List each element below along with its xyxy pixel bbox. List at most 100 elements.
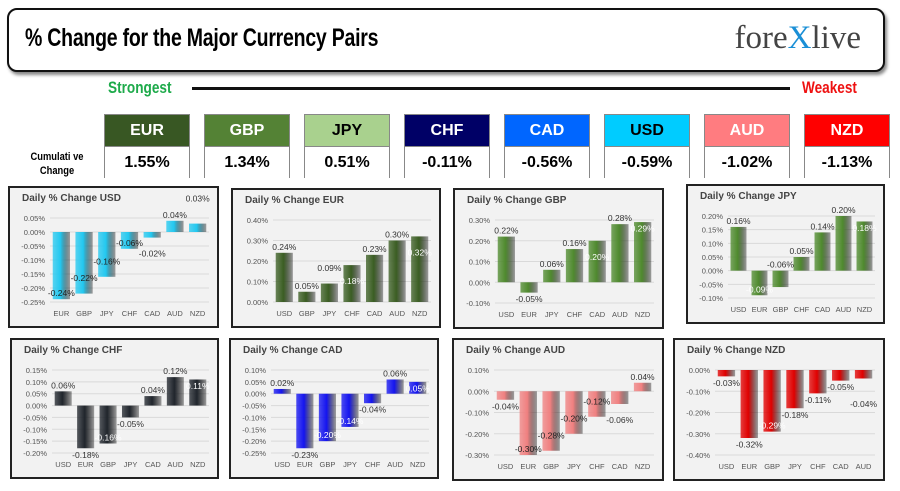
y-tick-label: 0.05% <box>245 378 267 387</box>
data-label: -0.18% <box>72 450 99 460</box>
y-tick-label: 0.05% <box>26 390 48 399</box>
bar-gbp <box>298 291 316 302</box>
data-label: 0.03% <box>186 194 211 204</box>
chart-aud: -0.30% -0.20% -0.10% 0.00% 0.10% USD EUR GBP JPY… <box>452 338 664 481</box>
data-label: 0.28% <box>608 213 633 223</box>
chart-jpy: -0.10% -0.05% 0.00% 0.05% 0.10% 0.15% 0.20% USD… <box>686 184 885 324</box>
y-tick-label: 0.00% <box>702 267 724 276</box>
data-label: 0.04% <box>141 385 166 395</box>
data-label: -0.22% <box>71 273 98 283</box>
data-label: 0.14% <box>810 221 835 231</box>
data-label: 0.18% <box>852 223 877 233</box>
bar-chf <box>363 393 382 404</box>
bar-usd <box>275 252 293 302</box>
bar-gbp <box>772 270 789 288</box>
chart-plot: -0.25% -0.20% -0.15% -0.10% -0.05% 0.00% 0.05%… <box>21 194 211 318</box>
data-label: 0.06% <box>383 368 408 378</box>
currency-code: JPY <box>305 115 389 147</box>
bar-chf <box>793 257 810 271</box>
x-tick-label: CHF <box>567 310 583 319</box>
y-tick-label: 0.00% <box>26 402 48 411</box>
strength-scale-line <box>192 87 790 90</box>
data-label: 0.09% <box>317 263 342 273</box>
cumulative-change-label: Cumulati ve Change <box>27 150 87 178</box>
data-label: -0.28% <box>538 430 565 440</box>
x-tick-label: EUR <box>297 460 313 469</box>
cumulative-value: -0.11% <box>405 147 489 178</box>
x-tick-label: AUD <box>387 460 403 469</box>
x-tick-label: NZD <box>635 462 651 471</box>
y-tick-label: -0.05% <box>23 413 47 422</box>
bar-nzd <box>411 236 429 302</box>
data-label: 0.16% <box>562 238 587 248</box>
currency-tile-chf: CHF -0.11% <box>404 114 490 178</box>
chart-plot: -0.25% -0.20% -0.15% -0.10% -0.05% 0.00% 0.05%… <box>242 366 430 469</box>
chart-eur: 0.00% 0.10% 0.20% 0.30% 0.40% USD GBP JPY CHF CAD… <box>231 188 441 328</box>
x-tick-label: NZD <box>410 460 426 469</box>
y-tick-label: 0.10% <box>702 239 724 248</box>
bar-jpy <box>341 393 359 427</box>
y-tick-label: 0.15% <box>702 226 724 235</box>
bar-eur <box>519 391 537 455</box>
data-label: -0.20% <box>561 413 588 423</box>
x-tick-label: CHF <box>810 462 826 471</box>
x-tick-label: USD <box>719 462 735 471</box>
data-label: 0.18% <box>340 276 365 286</box>
chart-plot: -0.30% -0.20% -0.10% 0.00% 0.10% USD EUR GBP JPY… <box>465 366 656 471</box>
y-tick-label: 0.20% <box>702 212 724 221</box>
chart-plot: -0.20%-0.15%-0.10%-0.05%0.00%0.05%0.10%0… <box>23 366 210 469</box>
x-tick-label: AUD <box>167 460 183 469</box>
bar-eur <box>77 405 95 449</box>
bar-jpy <box>786 370 804 409</box>
currency-tile-gbp: GBP 1.34% <box>204 114 290 178</box>
data-label: 0.04% <box>631 372 656 382</box>
x-tick-label: USD <box>731 305 747 314</box>
data-label: 0.06% <box>51 380 76 390</box>
data-label: -0.03% <box>713 378 740 388</box>
data-label: -0.18% <box>782 410 809 420</box>
data-label: -0.04% <box>492 401 519 411</box>
x-tick-label: AUD <box>167 309 183 318</box>
y-tick-label: -0.20% <box>242 437 266 446</box>
x-tick-label: GBP <box>764 462 780 471</box>
x-tick-label: CAD <box>367 309 383 318</box>
y-tick-label: 0.10% <box>247 278 269 287</box>
data-label: 0.24% <box>272 242 297 252</box>
y-tick-label: -0.10% <box>242 413 266 422</box>
data-label: -0.04% <box>850 399 877 409</box>
y-tick-label: -0.10% <box>465 409 489 418</box>
data-label: -0.23% <box>291 450 318 460</box>
x-tick-label: CAD <box>589 310 605 319</box>
y-tick-label: -0.40% <box>686 451 710 460</box>
chart-nzd: -0.40% -0.30% -0.20% -0.10% 0.00% USD EUR GBP JP… <box>673 338 885 481</box>
currency-tile-aud: AUD -1.02% <box>704 114 790 178</box>
chart-title: Daily % Change AUD <box>466 345 566 356</box>
y-tick-label: 0.20% <box>469 237 491 246</box>
y-tick-label: 0.40% <box>247 216 269 225</box>
page-title: % Change for the Major Currency Pairs <box>25 24 379 52</box>
bar-gbp <box>542 391 560 451</box>
currency-code: AUD <box>705 115 789 147</box>
x-tick-label: CAD <box>144 309 160 318</box>
bar-eur <box>296 393 314 449</box>
y-tick-label: 0.00% <box>469 278 491 287</box>
data-label: -0.04% <box>359 405 386 415</box>
data-label: -0.05% <box>827 382 854 392</box>
data-label: -0.16% <box>93 256 120 266</box>
x-tick-label: NZD <box>857 305 873 314</box>
y-tick-label: -0.30% <box>686 430 710 439</box>
bar-usd <box>273 388 291 394</box>
y-tick-label: -0.15% <box>21 270 45 279</box>
y-tick-label: 0.30% <box>247 237 269 246</box>
chart-title: Daily % Change EUR <box>245 195 344 206</box>
data-label: 0.22% <box>494 226 519 236</box>
chart-title: Daily % Change GBP <box>467 195 567 206</box>
chart-gbp: -0.10% 0.00% 0.10% 0.20% 0.30% USD EUR JPY CHF CA… <box>453 188 664 329</box>
y-tick-label: -0.30% <box>465 451 489 460</box>
chart-title: Daily % Change USD <box>22 193 121 204</box>
y-tick-label: 0.00% <box>468 387 490 396</box>
currency-tile-jpy: JPY 0.51% <box>304 114 390 178</box>
data-label: 0.06% <box>540 259 565 269</box>
bar-cad <box>365 254 384 302</box>
y-tick-label: -0.10% <box>23 425 47 434</box>
